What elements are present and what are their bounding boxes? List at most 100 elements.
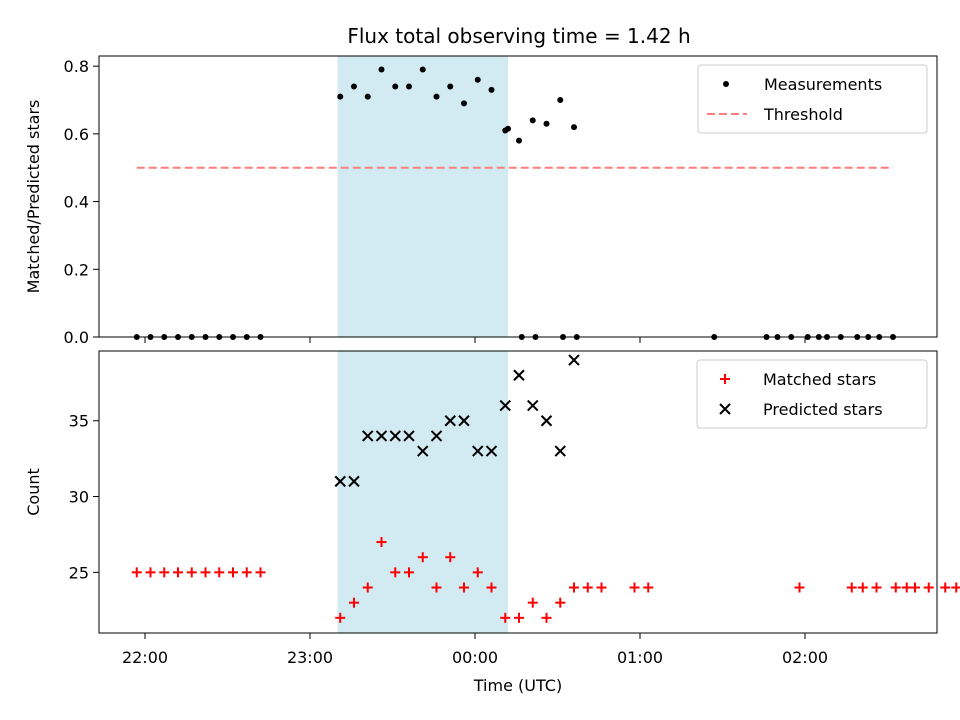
x-tick-label: 01:00	[617, 648, 663, 667]
legend-label: Predicted stars	[763, 400, 883, 419]
matched-stars-point	[890, 582, 901, 593]
x-tick-label: 00:00	[452, 648, 498, 667]
predicted-stars-point	[568, 354, 580, 366]
predicted-stars-point	[403, 430, 415, 442]
matched-stars-point	[417, 552, 428, 563]
matched-stars-point	[910, 582, 920, 593]
y-tick-label: 0.4	[64, 193, 89, 212]
measurement-point	[392, 83, 399, 90]
predicted-stars-point	[513, 369, 525, 381]
x-tick-label: 02:00	[782, 648, 828, 667]
measurement-point	[378, 66, 385, 73]
matched-stars-point	[159, 567, 170, 578]
matched-stars-point	[173, 567, 183, 578]
matched-stars-point	[376, 537, 387, 548]
predicted-stars-point	[540, 415, 553, 427]
matched-stars-point	[445, 552, 456, 563]
legend: Measurements Threshold	[697, 64, 928, 134]
matched-stars-point	[486, 582, 497, 593]
predicted-stars-point	[458, 415, 470, 427]
chart-title: Flux total observing time = 1.42 h	[347, 24, 690, 48]
matched-stars-point	[186, 567, 197, 578]
matched-stars-point	[569, 582, 579, 593]
x-axis-title: Time (UTC)	[473, 676, 562, 695]
x-tick-label: 22:00	[122, 648, 168, 667]
matched-stars-point	[643, 582, 654, 593]
legend-box	[696, 359, 928, 429]
legend-label: Measurements	[764, 75, 882, 94]
measurement-point	[543, 120, 550, 127]
predicted-stars-point	[334, 475, 346, 488]
predicted-stars-point	[375, 430, 388, 442]
matched-stars-point	[228, 567, 238, 578]
matched-stars-point	[794, 582, 805, 593]
y-axis-title: Count	[24, 468, 43, 516]
legend: Matched stars Predicted stars	[696, 359, 928, 429]
predicted-stars-point	[389, 430, 401, 442]
measurement-point	[351, 83, 357, 90]
matched-stars-point	[404, 567, 414, 578]
y-tick-label: 0.8	[64, 57, 89, 76]
legend-box	[697, 64, 928, 134]
plot-frame	[98, 350, 938, 634]
matched-stars-point	[596, 582, 607, 593]
matched-stars-point	[500, 612, 511, 623]
matched-stars-point	[131, 567, 142, 578]
legend-matched-swatch	[720, 374, 730, 384]
measurement-point	[557, 97, 564, 104]
matched-stars-point	[362, 582, 373, 593]
y-tick-label: 0.0	[64, 328, 89, 347]
measurement-point	[447, 83, 454, 90]
matched-stars-point	[241, 567, 252, 578]
observing-window-span	[337, 351, 508, 633]
matched-stars-point	[940, 582, 951, 593]
matched-stars-point	[555, 597, 566, 608]
predicted-stars-point	[472, 445, 484, 457]
plot-frame	[98, 55, 938, 338]
matched-stars-point	[200, 567, 211, 578]
bottom-plot-panel: 25 30 35 22:00 23:00 00:00 01:00 02:00 Count Matc…	[24, 350, 960, 695]
matched-stars-point	[629, 582, 640, 593]
matched-stars-point	[923, 582, 934, 593]
measurement-point	[529, 117, 536, 124]
legend-predicted-swatch	[719, 403, 731, 415]
measurement-point	[474, 76, 481, 83]
measurement-point	[433, 93, 440, 100]
legend-label: Threshold	[763, 105, 843, 124]
y-tick-label: 25	[69, 563, 89, 582]
y-tick-label: 0.2	[64, 260, 89, 279]
measurement-point	[516, 137, 522, 144]
predicted-stars-point	[499, 399, 511, 412]
x-tick-label: 23:00	[287, 648, 333, 667]
matched-stars-point	[145, 567, 156, 578]
predicted-stars-point	[348, 475, 360, 488]
matched-stars-point	[390, 567, 401, 578]
matched-stars-point	[459, 582, 469, 593]
matched-stars-point	[951, 582, 960, 593]
predicted-stars-point	[554, 445, 566, 457]
legend-label: Matched stars	[763, 370, 876, 389]
matched-stars-point	[871, 582, 882, 593]
measurement-point	[364, 93, 371, 100]
predicted-stars-point	[362, 430, 374, 442]
predicted-stars-point	[444, 415, 456, 427]
matched-stars-point	[514, 612, 524, 623]
observing-window-span	[337, 56, 508, 337]
y-tick-label: 35	[69, 412, 89, 431]
matched-stars-point	[255, 567, 266, 578]
measurement-point	[571, 124, 577, 131]
matched-stars-point	[846, 582, 857, 593]
matched-stars-point	[349, 597, 359, 608]
matched-stars-point	[335, 612, 346, 623]
predicted-stars-point	[417, 445, 429, 457]
measurement-point	[419, 66, 426, 73]
legend-measurement-swatch	[723, 81, 729, 87]
top-plot-panel: 0.0 0.2 0.4 0.6 0.8 Matched/Predicted stars Me…	[24, 55, 938, 347]
y-tick-label: 30	[69, 488, 89, 507]
matched-stars-point	[857, 582, 868, 593]
matched-stars-point	[472, 567, 483, 578]
predicted-stars-point	[485, 445, 498, 457]
measurement-point	[406, 83, 412, 90]
measurement-point	[488, 86, 495, 93]
